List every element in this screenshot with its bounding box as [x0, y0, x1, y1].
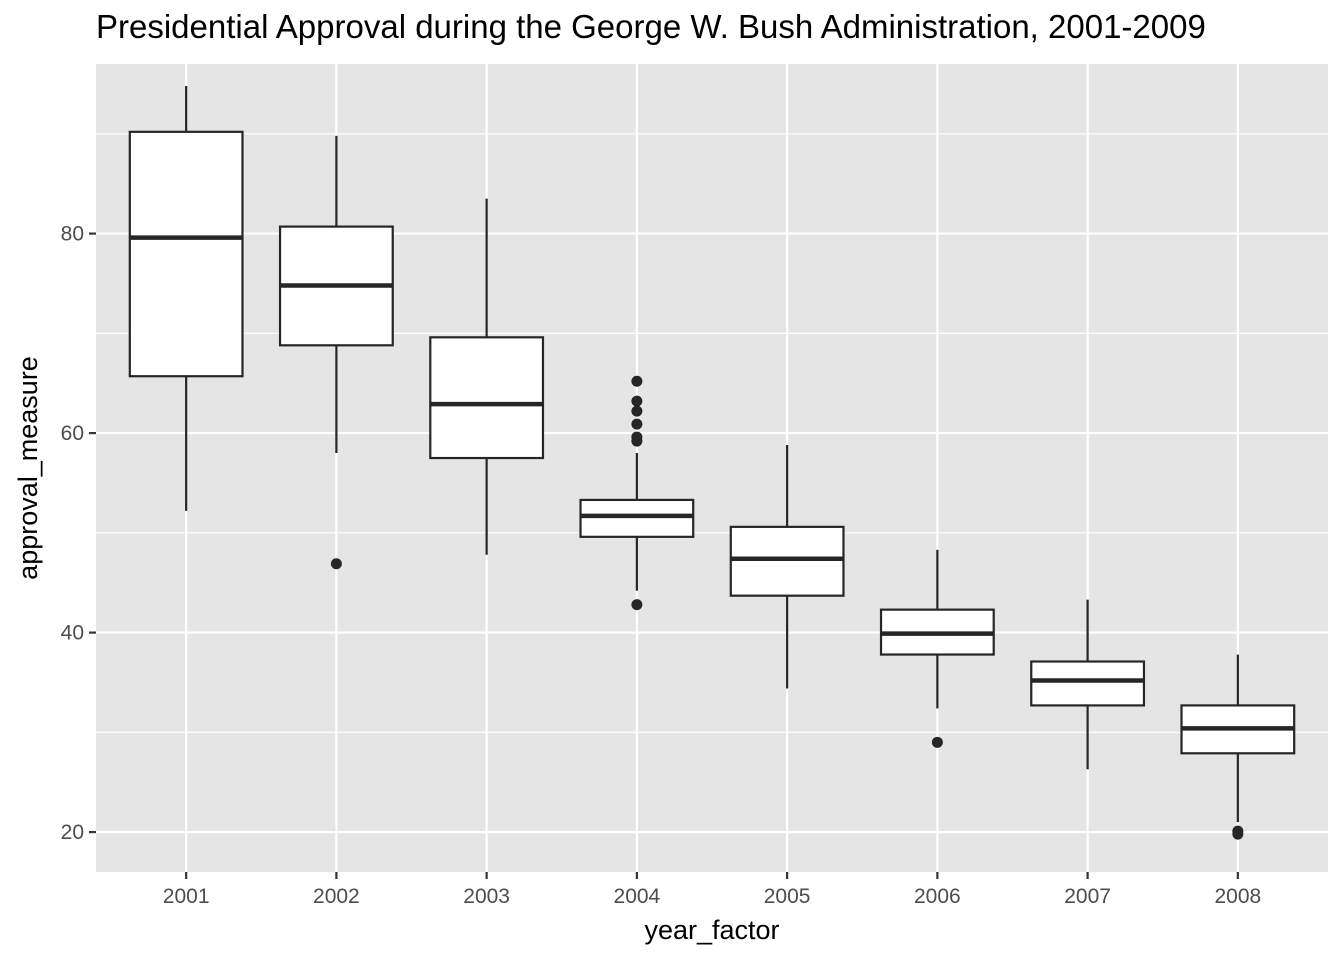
box-iqr [429, 336, 545, 460]
box-iqr [729, 525, 845, 597]
x-tick-label: 2005 [764, 885, 811, 908]
box-2003 [429, 198, 545, 555]
box-iqr [128, 130, 244, 378]
outlier-point [931, 736, 943, 748]
outlier-point [631, 395, 643, 407]
x-tick-label: 2004 [614, 885, 661, 908]
x-tick-label: 2007 [1064, 885, 1111, 908]
y-tick-label: 40 [61, 622, 84, 645]
outlier-point [1232, 825, 1244, 837]
box-2005 [729, 445, 845, 689]
boxes [128, 85, 1296, 840]
x-tick-label: 2003 [463, 885, 510, 908]
outlier-point [631, 418, 643, 430]
chart-title: Presidential Approval during the George … [96, 8, 1206, 45]
box-2007 [1030, 599, 1146, 770]
outlier-point [631, 599, 643, 611]
outlier-point [631, 431, 643, 443]
box-2006 [879, 549, 995, 748]
x-tick-label: 2008 [1214, 885, 1261, 908]
x-axis-title: year_factor [644, 915, 779, 945]
y-tick-label: 20 [61, 821, 84, 844]
box-2004 [579, 375, 695, 611]
outlier-point [330, 558, 342, 570]
outlier-point [631, 375, 643, 387]
x-tick-label: 2006 [914, 885, 961, 908]
box-iqr [579, 498, 695, 538]
x-tick-label: 2002 [313, 885, 360, 908]
box-iqr [1030, 660, 1146, 707]
axes: 20 40 60 80 2001 2002 2003 2004 2005 2006 2007 2008 [61, 223, 1262, 908]
y-axis-title: approval_measure [13, 356, 43, 580]
box-2008 [1180, 654, 1296, 840]
x-tick-label: 2001 [163, 885, 210, 908]
box-2002 [278, 135, 394, 570]
y-tick-label: 80 [61, 223, 84, 246]
plot-panel [96, 64, 1328, 872]
outlier-point [631, 405, 643, 417]
box-2001 [128, 85, 244, 511]
y-tick-label: 60 [61, 422, 84, 445]
